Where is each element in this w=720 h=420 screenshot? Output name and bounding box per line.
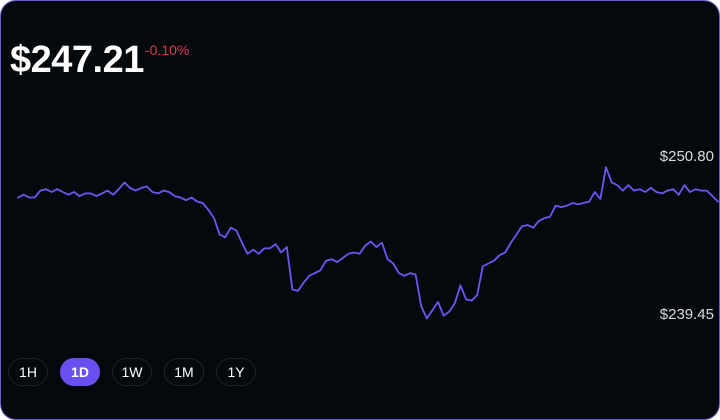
current-price: $247.21	[10, 39, 144, 81]
range-button-1y[interactable]: 1Y	[216, 358, 256, 386]
price-change-percent: -0.10%	[145, 42, 190, 58]
range-low-label: $239.45	[659, 306, 714, 323]
time-range-selector: 1H 1D 1W 1M 1Y	[8, 358, 256, 386]
range-button-1d[interactable]: 1D	[60, 358, 100, 386]
range-high-label: $250.80	[659, 148, 714, 165]
price-line-series	[17, 166, 719, 320]
range-button-1w[interactable]: 1W	[112, 358, 152, 386]
range-button-1m[interactable]: 1M	[164, 358, 204, 386]
range-button-1h[interactable]: 1H	[8, 358, 48, 386]
